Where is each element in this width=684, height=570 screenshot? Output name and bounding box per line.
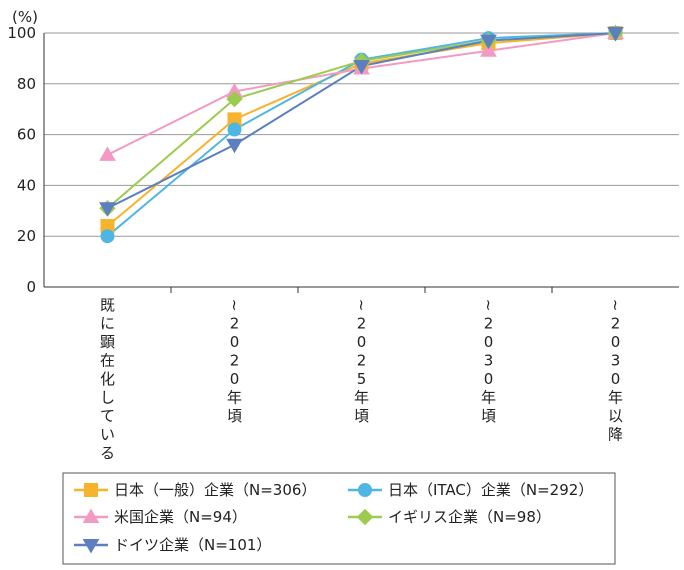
legend-swatch-marker (82, 508, 100, 523)
svg-text:い: い (100, 426, 115, 444)
series-line (107, 32, 616, 156)
svg-text:年: 年 (354, 389, 369, 407)
svg-text:~: ~ (480, 299, 498, 312)
svg-text:し: し (100, 389, 115, 407)
svg-text:2: 2 (484, 315, 494, 333)
y-tick-label: 80 (17, 75, 36, 93)
svg-text:3: 3 (611, 352, 621, 370)
svg-text:2: 2 (611, 315, 621, 333)
data-point (226, 138, 243, 154)
svg-text:2: 2 (230, 315, 240, 333)
data-point (99, 146, 116, 161)
legend-item: 日本（ITAC）企業（N=292） (348, 481, 593, 499)
y-tick-label: 100 (7, 24, 36, 42)
grid-lines (43, 32, 679, 293)
svg-text:5: 5 (357, 370, 367, 388)
data-point (226, 90, 243, 108)
svg-text:に: に (100, 315, 115, 333)
svg-text:2: 2 (230, 352, 240, 370)
svg-text:3: 3 (484, 352, 494, 370)
y-tick-label: 60 (17, 126, 36, 144)
legend-label: イギリス企業（N=98） (388, 508, 551, 526)
legend-item: イギリス企業（N=98） (348, 508, 551, 526)
svg-text:~: ~ (226, 299, 244, 312)
legend-item: 日本（一般）企業（N=306） (74, 481, 316, 499)
svg-text:0: 0 (484, 370, 494, 388)
svg-text:降: 降 (608, 426, 623, 444)
svg-text:年: 年 (608, 389, 623, 407)
svg-text:2: 2 (357, 352, 367, 370)
data-point (480, 42, 497, 57)
svg-text:~: ~ (353, 299, 371, 312)
svg-text:頃: 頃 (481, 407, 496, 425)
y-tick-label: 40 (17, 176, 36, 194)
legend-swatch-marker (84, 483, 98, 497)
svg-text:0: 0 (357, 333, 367, 351)
svg-text:年: 年 (481, 389, 496, 407)
svg-text:~: ~ (607, 299, 625, 312)
legend-box (62, 472, 616, 565)
legend-label: 米国企業（N=94） (114, 508, 247, 526)
svg-text:化: 化 (100, 370, 115, 388)
svg-text:既: 既 (100, 296, 115, 314)
y-axis-unit-label: (%) (12, 8, 38, 26)
legend-item: 米国企業（N=94） (74, 508, 247, 526)
legend-item: ドイツ企業（N=101） (74, 536, 271, 554)
data-point (353, 60, 370, 75)
data-point (100, 229, 115, 244)
svg-text:0: 0 (230, 333, 240, 351)
svg-text:0: 0 (230, 370, 240, 388)
legend-swatch-marker (356, 508, 374, 526)
y-tick-label: 0 (26, 278, 36, 296)
svg-text:る: る (100, 444, 115, 462)
data-point (480, 34, 497, 50)
svg-text:顕: 顕 (100, 333, 115, 351)
svg-text:0: 0 (611, 370, 621, 388)
svg-text:頃: 頃 (354, 407, 369, 425)
series-markers (99, 24, 624, 244)
legend-label: 日本（ITAC）企業（N=292） (388, 481, 593, 499)
legend-swatch-marker (358, 483, 372, 497)
svg-text:在: 在 (100, 352, 115, 370)
data-point (227, 122, 242, 137)
y-axis-ticks: 0 20 40 60 80 100 (7, 24, 36, 296)
svg-text:2: 2 (357, 315, 367, 333)
legend-swatch-marker (82, 539, 100, 554)
data-point (99, 202, 116, 217)
svg-text:年: 年 (227, 389, 242, 407)
legend-label: ドイツ企業（N=101） (114, 536, 271, 554)
legend: 日本（一般）企業（N=306） 日本（ITAC）企業（N=292） 米国企業（N=9… (62, 472, 616, 565)
svg-text:頃: 頃 (227, 407, 242, 425)
svg-text:0: 0 (484, 333, 494, 351)
data-point (607, 27, 624, 42)
svg-text:以: 以 (608, 407, 623, 425)
legend-label: 日本（一般）企業（N=306） (114, 481, 316, 499)
svg-text:0: 0 (611, 333, 621, 351)
svg-text:て: て (100, 407, 115, 425)
y-tick-label: 20 (17, 227, 36, 245)
